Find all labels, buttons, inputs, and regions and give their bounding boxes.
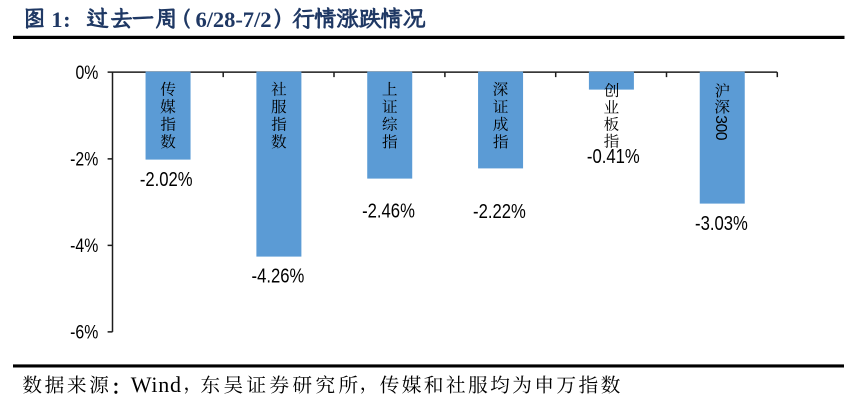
svg-text:1: 1 xyxy=(51,7,62,32)
svg-text:-4.26%: -4.26% xyxy=(252,264,305,287)
svg-text:0%: 0% xyxy=(75,62,98,84)
svg-text:-2.46%: -2.46% xyxy=(362,199,415,222)
svg-text:-2.02%: -2.02% xyxy=(140,167,193,190)
svg-text:-6%: -6% xyxy=(70,321,98,343)
svg-text:-4%: -4% xyxy=(70,235,98,257)
svg-text:-3.03%: -3.03% xyxy=(695,212,748,235)
svg-text:300: 300 xyxy=(712,115,729,141)
svg-text:-0.41%: -0.41% xyxy=(587,144,640,167)
svg-text:-2.22%: -2.22% xyxy=(473,200,526,223)
svg-text:Wind: Wind xyxy=(131,372,181,397)
svg-text:6/28-7/2: 6/28-7/2 xyxy=(196,7,272,32)
svg-text:-2%: -2% xyxy=(70,148,98,170)
svg-text::: : xyxy=(63,7,71,32)
